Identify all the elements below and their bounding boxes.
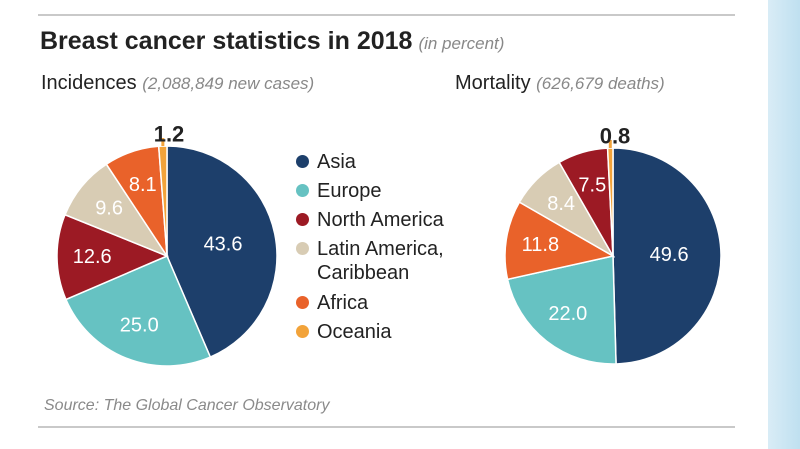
mortality-label-north-america: 7.5 bbox=[578, 175, 606, 197]
chart-unit: (in percent) bbox=[418, 34, 505, 53]
chart-title-text: Breast cancer statistics in 2018 bbox=[40, 27, 413, 55]
chart-title: Breast cancer statistics in 2018 (in perc… bbox=[40, 27, 504, 56]
bottom-divider bbox=[38, 426, 735, 428]
legend-label-latin-america: Latin America, Caribbean bbox=[317, 238, 444, 284]
incidences-slice-oceania bbox=[157, 145, 168, 257]
incidences-label-asia: 43.6 bbox=[204, 233, 243, 255]
legend-dot-north-america bbox=[296, 213, 309, 226]
incidences-label-oceania: 1.2 bbox=[154, 122, 185, 147]
incidences-title: Incidences bbox=[41, 72, 137, 94]
incidences-label-latin-america-caribbean: 9.6 bbox=[95, 198, 123, 220]
mortality-slice-africa bbox=[504, 201, 616, 281]
incidences-label-europe: 25.0 bbox=[120, 314, 159, 336]
incidences-slice-europe bbox=[64, 255, 212, 367]
mortality-label-latin-america-caribbean: 8.4 bbox=[547, 193, 575, 215]
incidences-pie: 43.6 25.0 12.6 9.6 8.1 1.2 bbox=[56, 122, 278, 367]
legend-label-asia: Asia bbox=[317, 151, 356, 173]
legend-dot-africa bbox=[296, 296, 309, 309]
legend-item-latin-america: Latin America, Caribbean bbox=[296, 237, 517, 291]
top-divider bbox=[38, 14, 735, 16]
legend-dot-asia bbox=[296, 155, 309, 168]
incidences-slice-north-america bbox=[56, 213, 169, 301]
mortality-pie: 49.6 22.0 11.8 8.47.5 0.8 bbox=[504, 124, 722, 365]
legend-label-north-america: North America bbox=[317, 209, 444, 231]
legend-item-africa: Africa bbox=[296, 291, 517, 320]
legend-item-north-america: North America bbox=[296, 208, 517, 237]
legend-item-asia: Asia bbox=[296, 150, 517, 179]
legend: Asia Europe North America Latin America,… bbox=[296, 150, 517, 349]
legend-label-oceania: Oceania bbox=[317, 321, 392, 343]
incidences-label-africa: 8.1 bbox=[129, 174, 157, 196]
legend-item-europe: Europe bbox=[296, 179, 517, 208]
mortality-title: Mortality bbox=[455, 72, 531, 94]
mortality-subtitle: (626,679 deaths) bbox=[536, 74, 665, 93]
right-edge-strip bbox=[768, 0, 800, 449]
legend-label-africa: Africa bbox=[317, 292, 369, 314]
incidences-label-north-america: 12.6 bbox=[73, 246, 112, 268]
source-note: Source: The Global Cancer Observatory bbox=[44, 397, 330, 414]
incidences-heading: Incidences (2,088,849 new cases) bbox=[41, 72, 314, 95]
mortality-label-africa: 11.8 bbox=[522, 234, 559, 256]
legend-dot-oceania bbox=[296, 325, 309, 338]
legend-label-europe: Europe bbox=[317, 180, 382, 202]
mortality-label-oceania: 0.8 bbox=[600, 124, 631, 149]
mortality-label-europe: 22.0 bbox=[548, 303, 587, 325]
incidences-slice-asia bbox=[166, 145, 278, 359]
mortality-slice-europe bbox=[506, 255, 617, 365]
mortality-slice-asia bbox=[612, 147, 722, 365]
mortality-label-asia: 49.6 bbox=[650, 244, 689, 266]
legend-dot-europe bbox=[296, 184, 309, 197]
mortality-heading: Mortality (626,679 deaths) bbox=[455, 72, 665, 95]
legend-dot-latin-america bbox=[296, 242, 309, 255]
legend-item-oceania: Oceania bbox=[296, 320, 517, 349]
incidences-subtitle: (2,088,849 new cases) bbox=[142, 74, 315, 93]
